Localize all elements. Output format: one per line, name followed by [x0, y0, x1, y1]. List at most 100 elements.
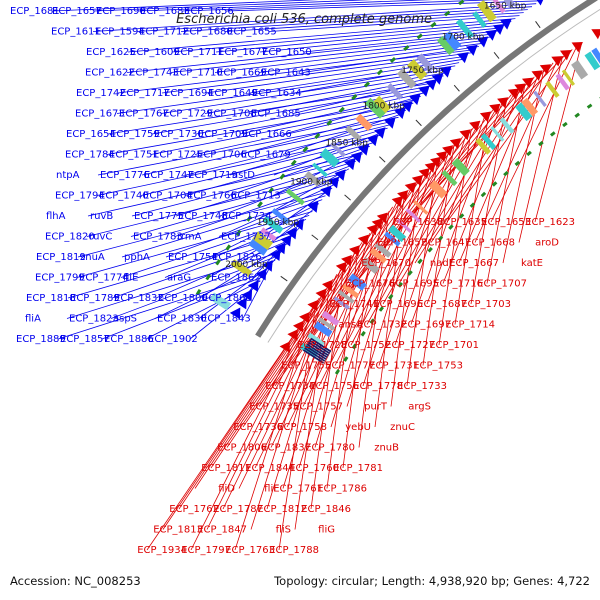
gc-skew-dash	[458, 0, 465, 6]
forward-cds-arrow	[292, 218, 304, 231]
forward-cds-arrow	[247, 280, 259, 292]
forward-label-connector	[117, 49, 475, 94]
forward-gene-label: ECP_1713	[231, 191, 281, 202]
reverse-gene-label: ECP_1847	[197, 525, 247, 536]
reverse-label-connector	[310, 265, 345, 510]
forward-label-connector	[126, 33, 496, 73]
reverse-gene-label: ECP_1756	[309, 381, 359, 392]
cog-category-block	[333, 296, 350, 310]
reverse-gene-label: ECP_1761	[273, 484, 323, 495]
reverse-gene-label: nadE	[430, 258, 455, 269]
reverse-cds-arrow	[459, 129, 471, 141]
forward-gene-label: ECP_1655	[227, 27, 277, 38]
forward-cds-arrow	[280, 234, 292, 247]
reverse-label-connector	[362, 164, 434, 387]
reverse-cds-arrow	[397, 190, 408, 202]
reverse-gene-label: ECP_1635	[437, 217, 487, 228]
forward-gene-label: ruvB	[90, 211, 113, 222]
gc-skew-dash	[378, 306, 384, 312]
forward-gene-label: ECP_1694	[164, 88, 214, 99]
forward-gene-label: ECP_1685	[251, 109, 301, 120]
gc-skew-dash	[257, 201, 263, 208]
forward-label-connector	[259, 27, 504, 53]
reverse-cds-arrow	[479, 111, 492, 123]
reverse-gene-label: ECP_1788	[269, 545, 319, 556]
gc-skew-dash	[586, 103, 593, 109]
forward-gene-label: ECP_1690	[96, 6, 146, 17]
forward-gene-label: ECP_1609	[130, 47, 180, 58]
reverse-cds-arrow	[497, 97, 509, 108]
gc-skew-dash	[314, 132, 321, 139]
reverse-gene-label: ECP_1676	[345, 279, 395, 290]
cog-category-block	[374, 242, 392, 258]
gc-skew-dash	[279, 173, 286, 180]
rrna-block	[310, 337, 332, 353]
gc-skew-dash	[550, 131, 556, 137]
reverse-label-connector	[442, 87, 521, 284]
reverse-label-connector	[490, 45, 578, 223]
reverse-gene-label: ECP_1736	[233, 422, 283, 433]
forward-gene-label: ECP_1832	[114, 293, 164, 304]
scale-tick-label: 1800 kbp	[362, 101, 405, 111]
reverse-gene-label: ECP_1813	[153, 525, 203, 536]
forward-gene-label: ECP_1650	[262, 47, 312, 58]
cog-category-block	[561, 69, 575, 86]
cog-category-block	[405, 208, 422, 223]
gc-skew-dash	[195, 289, 202, 296]
forward-cds-arrow	[401, 101, 413, 113]
forward-label-connector	[180, 9, 528, 32]
forward-gene-label: ECP_1622	[85, 68, 135, 79]
reverse-gene-label: ECP_1728	[297, 340, 347, 351]
scale-tick-mark	[344, 194, 351, 201]
reverse-cds-arrow	[315, 288, 326, 300]
reverse-label-connector	[426, 101, 503, 305]
cog-category-block	[347, 273, 367, 291]
reverse-label-connector	[414, 76, 535, 264]
reverse-label-connector	[518, 56, 563, 243]
forward-gene-label: ECP_1886	[104, 334, 154, 345]
reverse-cds-arrow	[424, 162, 436, 173]
reverse-gene-label: ECP_1757	[293, 402, 343, 413]
reverse-cds-arrow	[404, 182, 416, 194]
gc-skew-dash	[376, 69, 383, 76]
reverse-cds-arrow	[366, 224, 378, 236]
scale-tick-mark	[415, 119, 422, 127]
forward-gene-label: ECP_1737	[221, 232, 271, 243]
forward-cds-arrow	[476, 36, 489, 48]
reverse-cds-arrow	[391, 196, 403, 208]
forward-cds-arrow	[350, 151, 362, 164]
cog-category-block	[437, 35, 455, 56]
forward-gene-label: ECP_1800	[158, 293, 208, 304]
forward-gene-label: ECP_1784	[65, 150, 115, 161]
cog-category-block	[480, 133, 497, 150]
gc-skew-dash	[437, 235, 444, 242]
gc-skew-dash	[562, 121, 568, 128]
forward-gene-label: ECP_1677	[218, 47, 268, 58]
forward-label-connector	[215, 24, 508, 53]
forward-gene-label: ECP_1751	[109, 150, 159, 161]
inner-backbone-arc	[267, 8, 600, 343]
forward-cds-arrow	[492, 24, 505, 35]
reverse-cds-arrow	[436, 151, 448, 162]
forward-gene-label: ECP_1789	[70, 293, 120, 304]
forward-label-connector	[137, 0, 433, 12]
cog-category-block	[364, 97, 386, 119]
gc-skew-dash	[268, 187, 274, 194]
gc-skew-dash	[225, 244, 231, 251]
forward-gene-label: fliA	[25, 314, 41, 325]
gc-skew-dash	[407, 270, 413, 276]
reverse-gene-label: ECP_1780	[305, 443, 355, 454]
forward-label-connector	[171, 21, 512, 53]
gc-skew-dash	[430, 21, 437, 28]
reverse-gene-label: ECP_1714	[445, 320, 495, 331]
reverse-gene-label: ECP_1781	[333, 463, 383, 474]
gc-skew-dash	[397, 282, 403, 288]
reverse-gene-label: ECP_1697	[401, 320, 451, 331]
forward-label-connector	[263, 168, 350, 217]
forward-gene-label: ruvC	[89, 232, 112, 243]
forward-gene-label: ECP_1889	[16, 334, 66, 345]
forward-label-connector	[92, 3, 537, 32]
gc-skew-dash	[334, 369, 340, 375]
forward-gene-label: ECP_1680	[183, 27, 233, 38]
forward-label-connector	[154, 259, 276, 319]
